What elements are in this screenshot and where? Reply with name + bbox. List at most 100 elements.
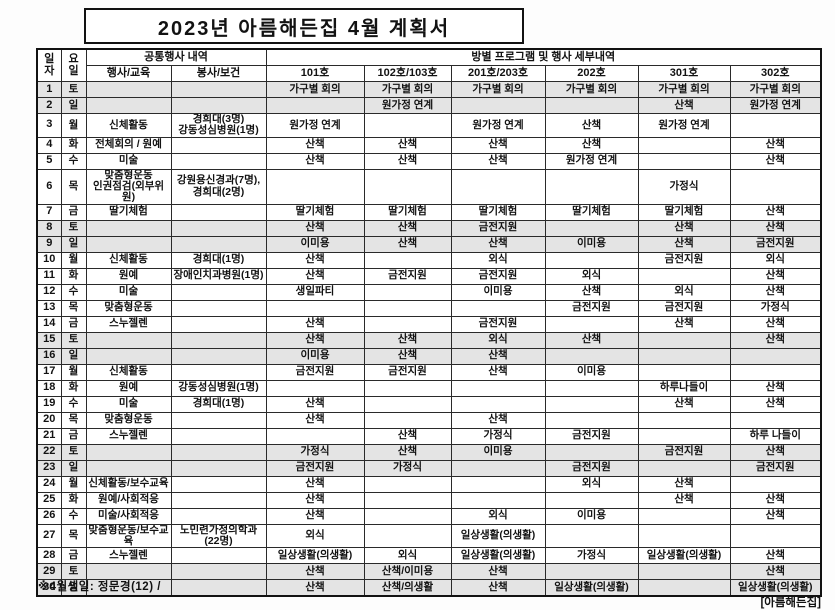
col-header-room-102-103: 102호/103호 (363, 65, 452, 82)
plan-row: 3 월 신체활동 경희대(3명) 강동성심병원(1명) 원가정 연계 원가정 연계 산책 원가… (36, 113, 822, 138)
volunteer-health-cell (170, 363, 267, 381)
day-cell: 토 (60, 219, 87, 237)
date-cell: 13 (36, 299, 62, 317)
volunteer-health-cell (170, 427, 267, 445)
room-101-cell: 외식 (265, 523, 365, 549)
room-301-cell (637, 579, 731, 597)
room-302-cell: 산책 (729, 507, 822, 525)
room-302-cell (729, 475, 822, 493)
room-301-cell (637, 411, 731, 429)
plan-row: 8 토 산책 산책 금전지원 산책 산책 (36, 219, 822, 237)
room-201-203-cell: 일상생활(의생활) (450, 523, 546, 549)
room-102-103-cell: 산책 (363, 331, 452, 349)
volunteer-health-cell: 장애인치과병원(1명) (170, 267, 267, 285)
room-101-cell: 생일파티 (265, 283, 365, 301)
room-102-103-cell: 산책 (363, 152, 452, 170)
room-302-cell: 산책 (729, 491, 822, 509)
room-102-103-cell: 금전지원 (363, 267, 452, 285)
room-202-cell (544, 347, 639, 365)
col-header-room-302: 302호 (729, 65, 822, 82)
event-education-cell (85, 219, 172, 237)
room-302-cell (729, 411, 822, 429)
plan-row: 28 금 스누젤렌 일상생활(의생활) 외식 일상생활(의생활) 가정식 일상생활(의생활) 산… (36, 547, 822, 565)
group-header-common-events: 공통행사 내역 (85, 48, 267, 66)
room-201-203-cell (450, 395, 546, 413)
plan-row: 15 토 산책 산책 외식 산책 산책 (36, 331, 822, 349)
room-201-203-cell: 산책 (450, 579, 546, 597)
volunteer-health-cell (170, 152, 267, 170)
volunteer-health-cell: 경희대(1명) (170, 395, 267, 413)
room-302-cell: 산책 (729, 315, 822, 333)
day-cell: 월 (60, 113, 87, 138)
date-cell: 16 (36, 347, 62, 365)
event-education-cell: 원예 (85, 379, 172, 397)
room-101-cell: 산책 (265, 491, 365, 509)
room-202-cell: 딸기체험 (544, 203, 639, 221)
room-201-203-cell: 산책 (450, 411, 546, 429)
volunteer-health-cell (170, 475, 267, 493)
room-201-203-cell (450, 491, 546, 509)
plan-table: 일 자 요 일 공통행사 내역 방별 프로그램 및 행사 세부내역 행사/교육 … (36, 48, 823, 598)
plan-row: 25 화 원예/사회적응 산책 산책 산책 (36, 491, 822, 509)
plan-row: 21 금 스누젤렌 산책 가정식 금전지원 하루 나들이 (36, 427, 822, 445)
event-education-cell: 맞춤형운동/보수교육 (85, 523, 172, 549)
date-cell: 3 (36, 113, 62, 138)
volunteer-health-cell: 경희대(1명) (170, 251, 267, 269)
room-301-cell: 금전지원 (637, 443, 731, 461)
plan-row: 5 수 미술 산책 산책 산책 원가정 연계 산책 (36, 152, 822, 170)
room-102-103-cell (363, 507, 452, 525)
event-education-cell: 미술 (85, 395, 172, 413)
room-102-103-cell: 산책 (363, 136, 452, 154)
room-101-cell: 산책 (265, 136, 365, 154)
room-101-cell: 이미용 (265, 235, 365, 253)
volunteer-health-cell (170, 299, 267, 317)
day-cell: 일 (60, 579, 87, 597)
day-cell: 수 (60, 283, 87, 301)
room-301-cell: 원가정 연계 (637, 113, 731, 138)
room-101-cell: 산책 (265, 579, 365, 597)
event-education-cell (85, 331, 172, 349)
room-102-103-cell (363, 299, 452, 317)
room-202-cell: 산책 (544, 331, 639, 349)
day-cell: 수 (60, 395, 87, 413)
room-102-103-cell (363, 113, 452, 138)
room-201-203-cell: 외식 (450, 507, 546, 525)
event-education-cell: 원예/사회적응 (85, 491, 172, 509)
room-301-cell: 산책 (637, 395, 731, 413)
plan-row: 12 수 미술 생일파티 이미용 산책 외식 산책 (36, 283, 822, 301)
volunteer-health-cell (170, 235, 267, 253)
room-301-cell (637, 563, 731, 581)
room-202-cell: 외식 (544, 475, 639, 493)
room-302-cell: 일상생활(의생활) (729, 579, 822, 597)
date-cell: 19 (36, 395, 62, 413)
date-cell: 23 (36, 459, 62, 477)
room-301-cell: 일상생활(의생활) (637, 547, 731, 565)
plan-table-body: 1 토 가구별 회의 가구별 회의 가구별 회의 가구별 회의 가구별 회의 가구별 회의 2 일… (36, 81, 822, 597)
room-101-cell: 산책 (265, 395, 365, 413)
volunteer-health-cell (170, 203, 267, 221)
event-education-cell: 신체활동 (85, 363, 172, 381)
date-cell: 1 (36, 81, 62, 98)
volunteer-health-cell (170, 491, 267, 509)
room-102-103-cell (363, 523, 452, 549)
room-302-cell: 산책 (729, 219, 822, 237)
room-101-cell: 딸기체험 (265, 203, 365, 221)
volunteer-health-cell (170, 579, 267, 597)
plan-row: 19 수 미술 경희대(1명) 산책 산책 산책 (36, 395, 822, 413)
room-201-203-cell (450, 459, 546, 477)
room-301-cell: 가구별 회의 (637, 81, 731, 98)
room-202-cell (544, 219, 639, 237)
day-cell: 월 (60, 475, 87, 493)
room-201-203-cell: 산책 (450, 347, 546, 365)
day-cell: 토 (60, 563, 87, 581)
room-101-cell: 금전지원 (265, 363, 365, 381)
col-header-date: 일 자 (36, 48, 62, 82)
room-102-103-cell (363, 395, 452, 413)
event-education-cell (85, 459, 172, 477)
room-101-cell: 가정식 (265, 443, 365, 461)
room-301-cell (637, 363, 731, 381)
event-education-cell: 신체활동/보수교육 (85, 475, 172, 493)
event-education-cell (85, 443, 172, 461)
room-101-cell: 원가정 연계 (265, 113, 365, 138)
room-302-cell: 산책 (729, 379, 822, 397)
